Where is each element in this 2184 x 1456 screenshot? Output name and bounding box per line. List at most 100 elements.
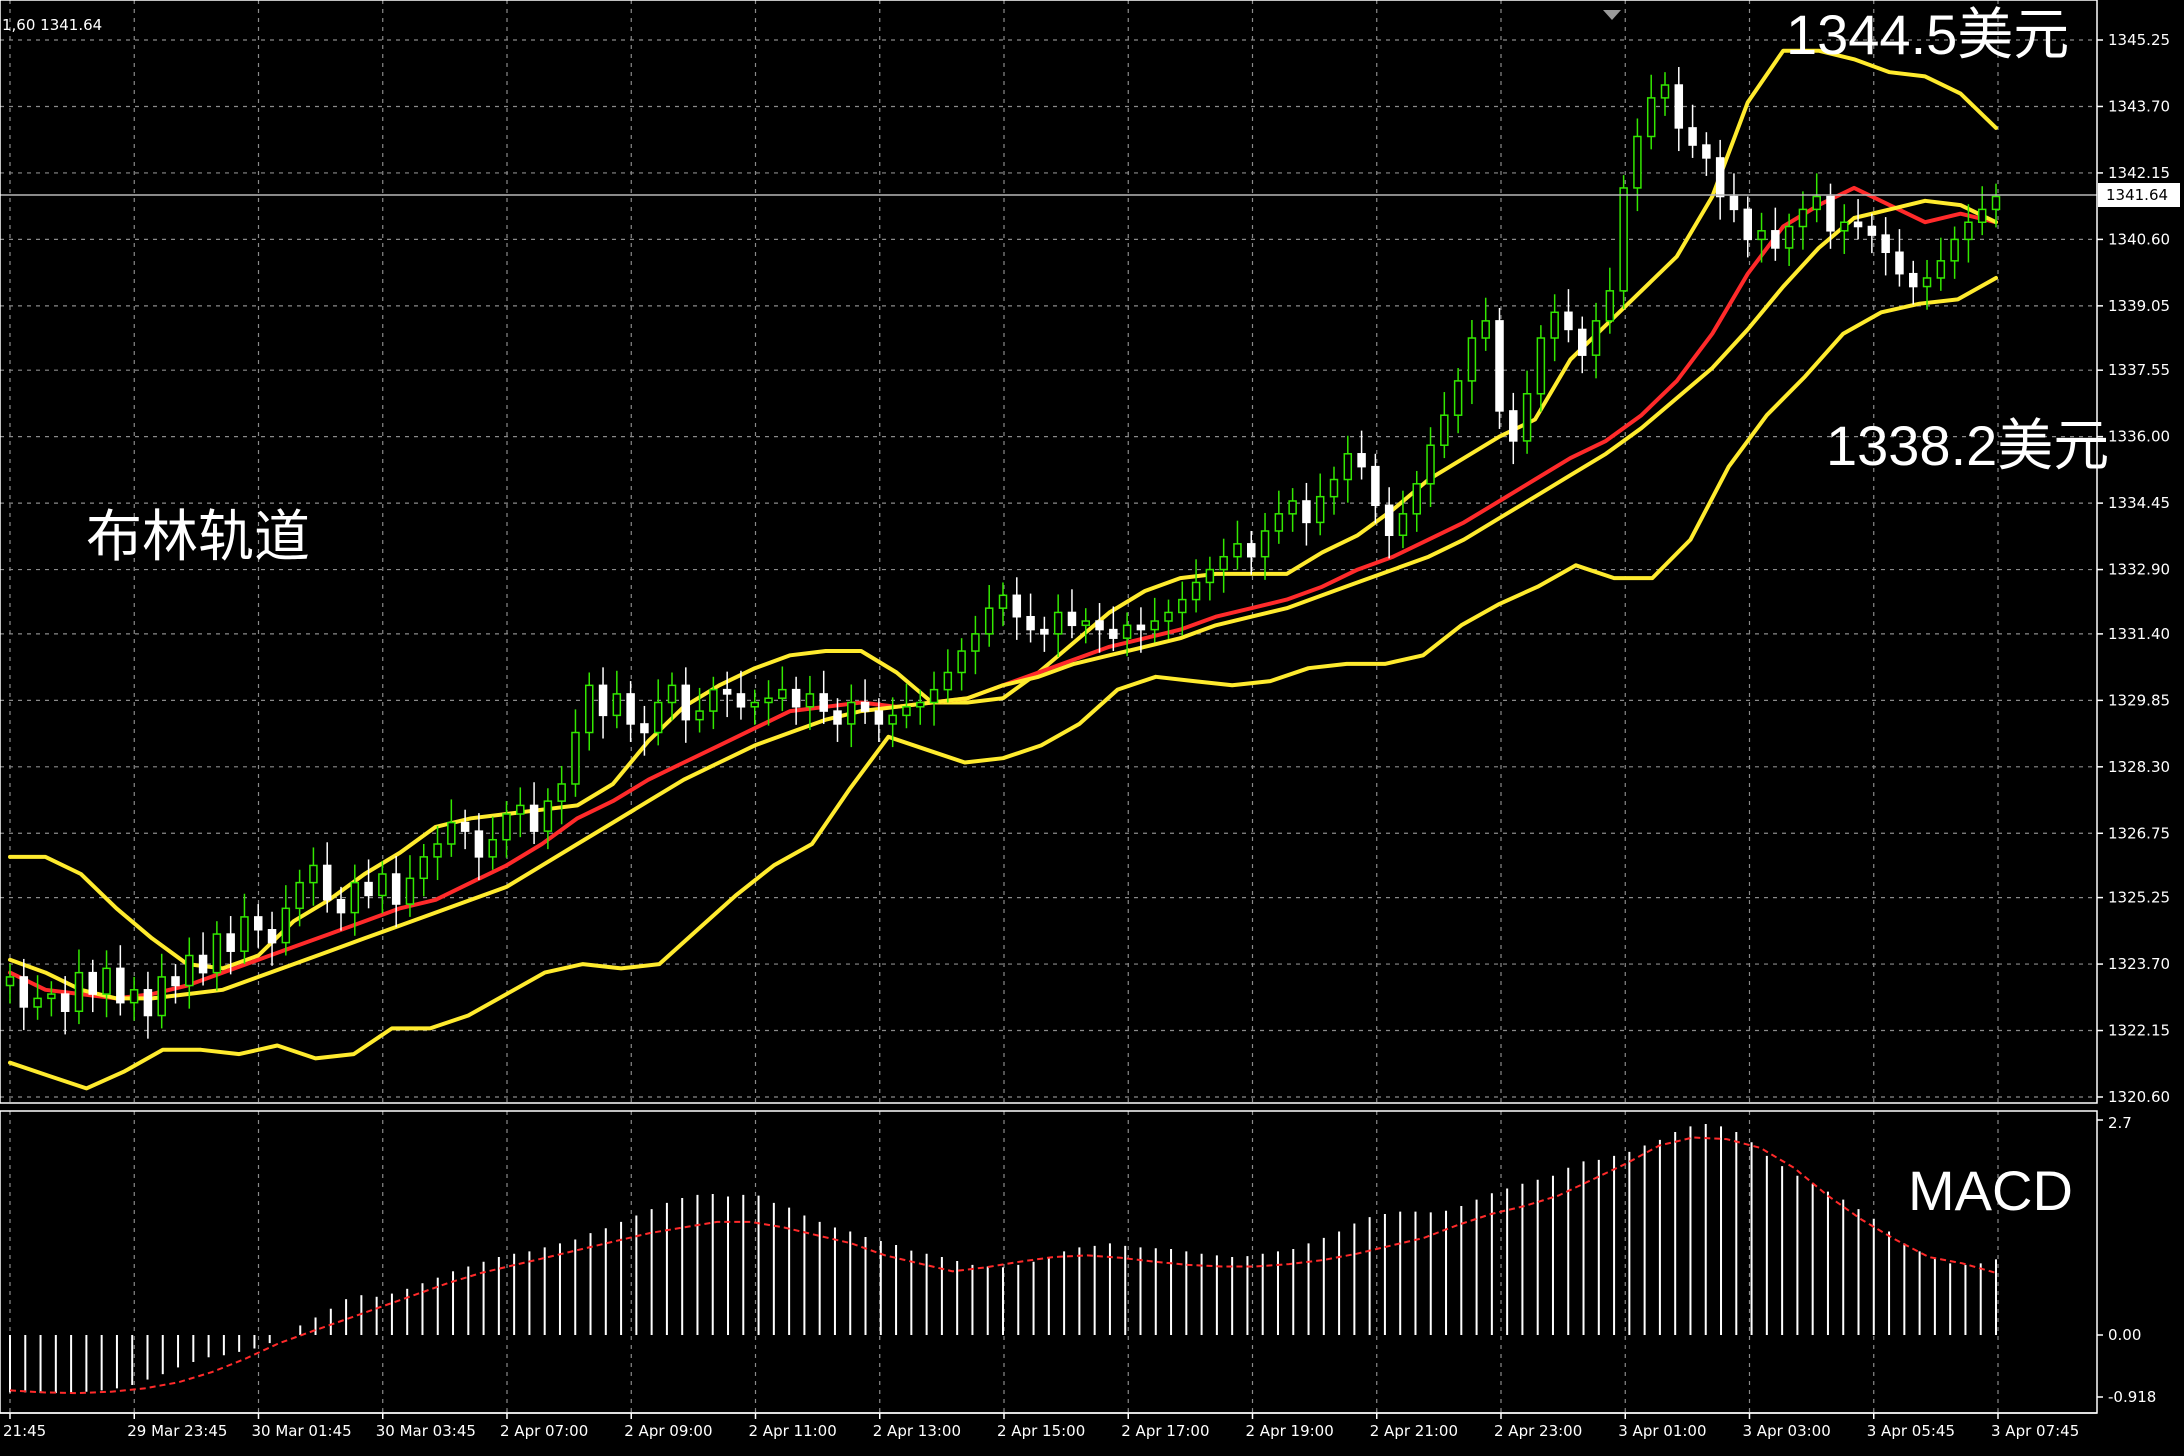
price-tick-label: 1339.05 [2108,297,2170,315]
candle-body [281,907,291,944]
candle-body [185,954,194,987]
candle-body [88,971,97,995]
candle [1302,482,1311,546]
candle-body [405,877,415,905]
candle [1412,470,1421,532]
candle-body [1646,97,1656,138]
candle [543,788,553,850]
candle [943,649,953,703]
candle [709,676,718,730]
candle [1205,556,1215,601]
candle-body [874,710,884,725]
candle [1950,226,1959,279]
price-tick-label: 1340.60 [2108,230,2170,248]
candle-body [529,804,539,832]
time-tick-label: 30 Mar 01:45 [252,1422,352,1440]
candle-body [1247,543,1256,558]
candle [254,904,263,948]
candle [1136,607,1146,653]
price-tick-label: 1337.55 [2108,361,2170,379]
candle [778,666,787,712]
candle [102,950,111,1018]
chart-shift-marker-icon[interactable] [1603,10,1621,20]
candle-body [1840,221,1849,232]
candle-body [750,701,759,708]
candle [1191,559,1201,613]
price-tick-label: 1325.25 [2108,889,2170,907]
candle [350,864,360,936]
candle-body [1812,195,1821,211]
candle [1247,530,1256,575]
candle [198,932,208,986]
candle [984,585,994,647]
time-tick-label: 2 Apr 13:00 [873,1422,961,1440]
candle [19,958,29,1031]
candle-body [1991,195,2001,211]
candle [1067,589,1077,639]
candle [902,683,911,729]
price-tick-label: 1343.70 [2108,97,2170,115]
candle-body [1467,337,1477,382]
macd-signal [9,1136,1997,1395]
candle-body [116,967,125,1004]
candle [1646,74,1656,150]
candle-body [33,997,42,1008]
candle [1922,259,1932,310]
candle [1329,466,1339,515]
candle [833,698,842,742]
candle [1784,213,1794,266]
candle-body [1371,465,1380,507]
candle [1909,260,1918,305]
candle [1219,538,1228,593]
candle-body [1702,144,1711,159]
candle [888,697,897,748]
time-tick-label: 2 Apr 15:00 [997,1422,1085,1440]
price-tick-label: 1323.70 [2108,955,2170,973]
candle-body [1895,251,1904,275]
candle [998,582,1008,627]
candle-body [1412,483,1421,515]
price-tick-label: 1332.90 [2108,561,2170,579]
candle [60,976,70,1035]
candle-body [943,671,953,691]
candle-body [1977,208,1987,223]
candle [309,847,318,906]
price-tick-label: 1322.15 [2108,1022,2170,1040]
candle-body [1357,453,1366,468]
candle [1315,473,1325,536]
time-tick-label: 21:45 [3,1422,46,1440]
candle [129,976,139,1021]
candle-body [143,989,153,1017]
candle-body [1343,453,1353,481]
time-tick-label: 3 Apr 07:45 [1991,1422,2079,1440]
candle-body [653,701,663,734]
candle-body [695,710,704,721]
candle-body [626,693,635,725]
candle-body [1798,208,1808,228]
candle-body [929,688,939,704]
candle [116,945,125,1016]
candle-body [1922,277,1932,288]
candle-body [1578,328,1587,356]
candle-body [1674,84,1684,129]
candle-body [267,929,277,944]
lower-band-line [8,276,1998,1091]
candlesticks [5,67,2001,1039]
candle [764,680,773,726]
candle [736,670,746,720]
candle-body [819,693,828,712]
candle-body [860,701,870,712]
candle-body [667,684,677,704]
time-tick-label: 29 Mar 23:45 [127,1422,227,1440]
candle [157,953,166,1029]
candle [460,809,470,850]
candle [1260,512,1270,580]
candle [1715,139,1725,220]
candle-body [640,723,649,734]
candle-body [447,821,456,845]
candle [1840,204,1849,254]
candle [1384,487,1394,559]
candle-body [1315,495,1325,524]
price-tick-label: 1326.75 [2108,824,2170,842]
time-tick-label: 3 Apr 05:45 [1867,1422,1955,1440]
